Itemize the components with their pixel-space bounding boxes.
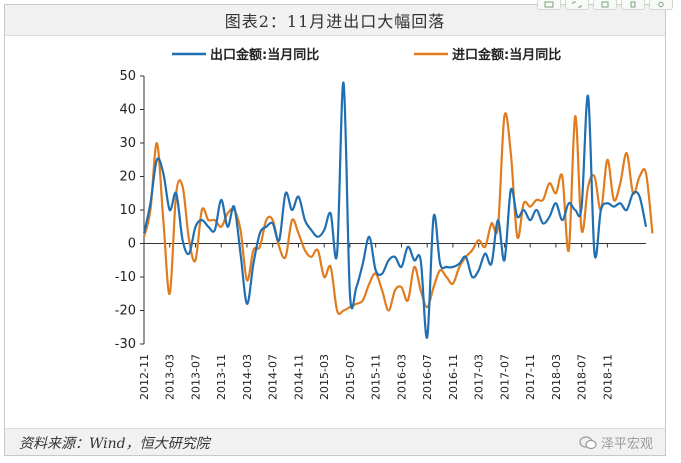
y-tick-label: 50 <box>119 69 136 84</box>
settings-button[interactable] <box>649 0 673 10</box>
image-tool-icon <box>544 1 554 8</box>
share-button[interactable] <box>621 0 645 10</box>
settings-icon <box>658 1 664 8</box>
x-tick-label: 2014-07 <box>267 354 280 400</box>
x-tick-label: 2017-03 <box>473 354 486 400</box>
image-tool-button[interactable] <box>537 0 561 10</box>
x-tick-label: 2016-07 <box>421 354 434 400</box>
x-tick-label: 2016-11 <box>447 354 460 400</box>
x-tick-label: 2013-11 <box>215 354 228 400</box>
y-tick-label: 30 <box>119 136 136 151</box>
y-tick-label: 0 <box>128 237 136 252</box>
x-tick-label: 2018-07 <box>576 354 589 400</box>
expand-icon <box>572 1 582 8</box>
y-tick-label: -30 <box>115 337 136 352</box>
x-tick-label: 2018-11 <box>601 354 614 400</box>
x-tick-label: 2015-07 <box>344 354 357 400</box>
y-axis: 50 40 30 20 10 0 -10 -20 -30 <box>115 69 145 352</box>
series-layer <box>142 81 654 339</box>
footer: 资料来源：Wind，恒大研究院 泽平宏观 <box>5 428 665 455</box>
x-tick-label: 2017-11 <box>524 354 537 400</box>
x-tick-label: 2013-03 <box>164 354 177 400</box>
x-tick-label: 2017-07 <box>498 354 511 400</box>
series-line-1 <box>142 112 654 315</box>
y-tick-label: -10 <box>115 270 136 285</box>
x-axis: 2012-11 2013-03 2013-07 2013-11 2014-03 2014-… <box>138 243 646 400</box>
chart-frame: 图表2：11月进出口大幅回落 资料来源：Wind，恒大研究院 泽平宏观 <box>4 4 666 456</box>
watermark: 泽平宏观 <box>579 433 653 452</box>
save-icon <box>601 1 609 8</box>
chart-legend: 出口金额:当月同比 进口金额:当月同比 <box>172 47 561 63</box>
y-tick-label: -20 <box>115 304 136 319</box>
x-tick-label: 2014-11 <box>292 354 305 400</box>
x-tick-label: 2018-03 <box>550 354 563 400</box>
x-tick-label: 2015-03 <box>318 354 331 400</box>
legend-label-0: 出口金额:当月同比 <box>210 47 319 63</box>
share-icon <box>630 1 636 8</box>
legend-label-1: 进口金额:当月同比 <box>452 47 561 63</box>
line-chart: 出口金额:当月同比 进口金额:当月同比 50403020100-10-20-30 … <box>115 47 654 400</box>
page-title: 图表2：11月进出口大幅回落 <box>224 12 446 31</box>
x-tick-label: 2016-03 <box>395 354 408 400</box>
x-tick-label: 2012-11 <box>138 354 151 400</box>
watermark-text: 泽平宏观 <box>600 437 653 452</box>
title-bar: 图表2：11月进出口大幅回落 <box>5 5 665 36</box>
y-tick-label: 20 <box>119 170 136 185</box>
save-button[interactable] <box>593 0 617 10</box>
source-note: 资料来源：Wind，恒大研究院 <box>19 436 210 452</box>
y-tick-label: 40 <box>119 103 136 118</box>
expand-button[interactable] <box>565 0 589 10</box>
y-tick-label: 10 <box>119 203 136 218</box>
x-tick-label: 2015-11 <box>370 354 383 400</box>
x-tick-label: 2013-07 <box>189 354 202 400</box>
wechat-icon <box>579 435 597 449</box>
image-toolbar <box>537 0 673 10</box>
series-line-0 <box>142 81 648 339</box>
x-tick-label: 2014-03 <box>241 354 254 400</box>
